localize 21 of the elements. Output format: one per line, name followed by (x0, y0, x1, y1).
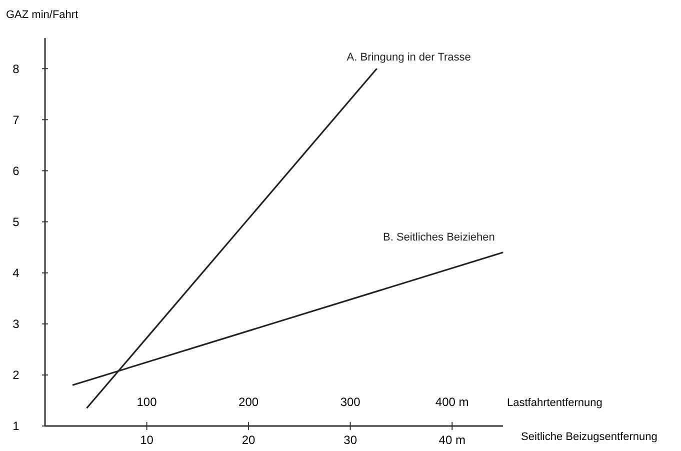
x-axis-title: Seitliche Beizugsentfernung (521, 431, 658, 443)
x2-tick-label: 100 (136, 395, 158, 409)
x2-axis-title: Lastfahrtentfernung (507, 397, 602, 409)
x2-tick-label: 300 (340, 395, 361, 409)
x-tick-label: 40 m (438, 433, 466, 447)
x2-tick-label: 400 m (435, 395, 469, 409)
x2-tick-label: 200 (238, 395, 259, 409)
y-tick-label: 8 (12, 62, 20, 76)
y-tick-label: 6 (12, 164, 20, 178)
y-tick-label: 2 (12, 368, 20, 382)
x-tick-label: 30 (344, 433, 358, 447)
y-axis-title: GAZ min/Fahrt (6, 9, 78, 21)
y-tick-label: 1 (12, 419, 20, 434)
x-tick-label: 10 (140, 433, 154, 447)
y-tick-label: 5 (12, 214, 20, 229)
text: A. Bringung in der Trasse (346, 52, 471, 64)
series-label: B. Seitliches Beiziehen (383, 231, 495, 244)
x-tick-label: 20 (242, 433, 256, 447)
y-tick-label: 4 (12, 266, 20, 280)
y-tick-label: 7 (12, 112, 20, 127)
y-tick-label: 3 (12, 317, 20, 332)
